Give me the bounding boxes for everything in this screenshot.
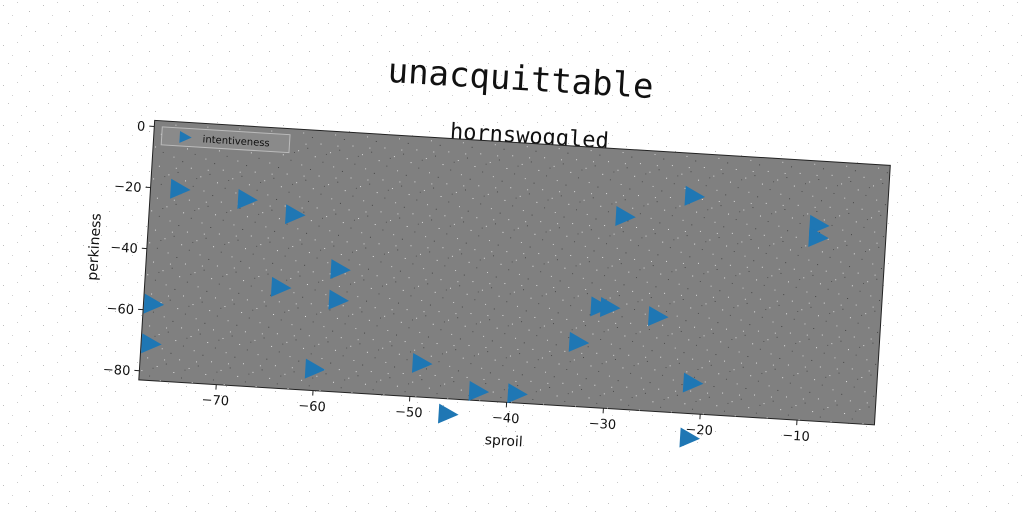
scatter-point [507, 383, 528, 404]
scatter-point [330, 259, 351, 280]
x-tick-label: −60 [298, 399, 326, 416]
x-tick-label: −10 [782, 428, 810, 445]
scatter-point [568, 331, 590, 352]
y-axis-label: perkiness [85, 213, 105, 281]
y-tick-label: −80 [102, 363, 130, 380]
scatter-point [237, 189, 258, 210]
y-tick-label: −60 [106, 301, 134, 318]
x-tick-label: −70 [201, 393, 229, 410]
y-tick-label: −20 [114, 179, 142, 196]
legend: intentiveness [160, 126, 291, 154]
x-axis: −70 −60 −50 −40 −30 −20 −10 [201, 384, 810, 445]
scatter-point [647, 306, 669, 327]
scatter-point [590, 296, 611, 317]
scatter-point [599, 297, 621, 317]
legend-box [160, 126, 291, 154]
y-tick-label: −40 [110, 240, 138, 257]
scatter-point [438, 403, 459, 424]
scatter-points [141, 178, 830, 448]
scatter-point [170, 178, 191, 199]
scatter-point [679, 427, 701, 448]
scatter-point [270, 276, 292, 297]
x-tick-label: −50 [395, 405, 423, 422]
x-tick-label: −40 [491, 411, 519, 428]
y-tick-label: 0 [137, 119, 146, 134]
chart-rotated-group: hornswoggled −70 −60 −50 −40 −30 −20 −10 0−20−… [85, 119, 891, 450]
legend-entry-label: intentiveness [202, 134, 270, 149]
scatter-point [285, 204, 306, 225]
scatter-point [411, 352, 433, 373]
y-axis: 0 −20 −40 −60 −80 [102, 119, 155, 380]
x-axis-label: sproil [484, 432, 523, 450]
scatter-point [684, 185, 706, 206]
legend-triangle-icon [179, 130, 192, 143]
scatter-point [682, 372, 704, 393]
scatter-point [615, 206, 636, 226]
scatter-point [468, 380, 490, 401]
scatter-point [143, 293, 165, 314]
scatter-point [808, 227, 829, 247]
scatter-point [141, 333, 162, 354]
scatter-point [328, 289, 349, 310]
x-tick-label: −30 [588, 416, 616, 433]
scatter-point [304, 358, 326, 379]
plot-noise [138, 120, 891, 425]
